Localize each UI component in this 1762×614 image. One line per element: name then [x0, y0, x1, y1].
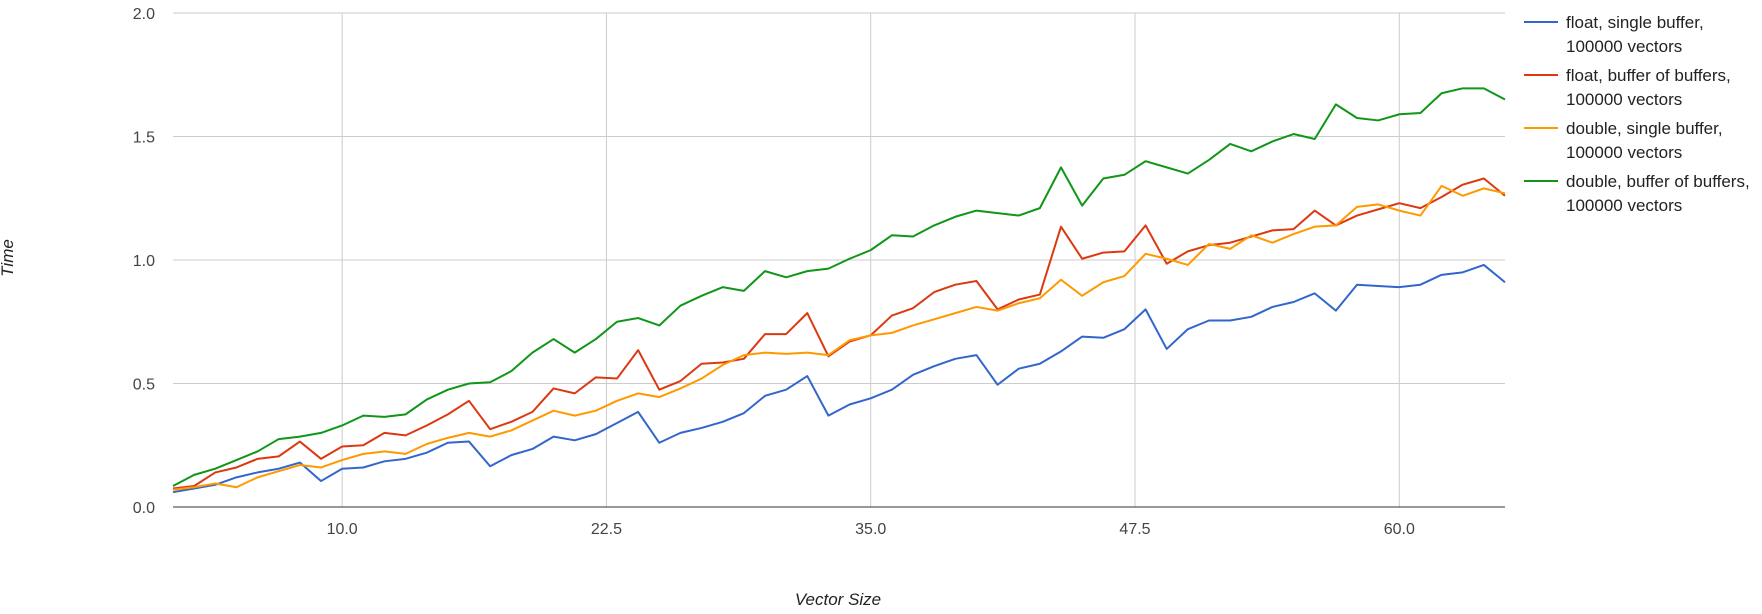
legend[interactable]: float, single buffer,100000 vectorsfloat… [1524, 13, 1750, 215]
legend-label: double, single buffer, [1566, 119, 1723, 138]
y-tick-label: 1.5 [133, 130, 155, 147]
y-tick-label: 2.0 [133, 6, 155, 23]
series-line-1[interactable] [172, 263, 1506, 494]
legend-item-2[interactable]: float, buffer of buffers, 100000 vectors [1524, 66, 1731, 109]
y-tick-label: 0.0 [133, 500, 155, 517]
x-tick-label: 22.5 [591, 521, 622, 538]
legend-label-line2: 100000 vectors [1566, 37, 1682, 56]
legend-item-1[interactable]: float, single buffer, 100000 vectors [1524, 13, 1704, 56]
legend-label-line2: 100000 vectors [1566, 196, 1682, 215]
x-axis-title: Vector Size [795, 590, 881, 609]
legend-label-line2: 100000 vectors [1566, 143, 1682, 162]
y-tick-label: 1.0 [133, 253, 155, 270]
x-tick-label: 60.0 [1384, 521, 1415, 538]
legend-item-3[interactable]: double, single buffer, 100000 vectors [1524, 119, 1723, 162]
x-tick-label: 47.5 [1119, 521, 1150, 538]
legend-label: double, buffer of buffers, [1566, 172, 1750, 191]
legend-label-line2: 100000 vectors [1566, 90, 1682, 109]
legend-label: float, buffer of buffers, [1566, 66, 1731, 85]
series-layer [172, 87, 1506, 494]
grid-layer [173, 12, 1505, 507]
legend-label: float, single buffer, [1566, 13, 1704, 32]
series-line-4[interactable] [172, 87, 1506, 487]
y-tick-label: 0.5 [133, 377, 155, 394]
axis-layer: 0.0 0.5 1.0 1.5 2.0 10.0 22.5 35.0 47.5 60.0 [133, 6, 1505, 538]
series-line-3[interactable] [172, 184, 1506, 491]
y-axis-title: Time [0, 239, 17, 277]
x-tick-label: 35.0 [855, 521, 886, 538]
x-tick-label: 10.0 [327, 521, 358, 538]
legend-item-4[interactable]: double, buffer of buffers, 100000 vectors [1524, 172, 1750, 215]
series-line-2[interactable] [172, 177, 1506, 490]
